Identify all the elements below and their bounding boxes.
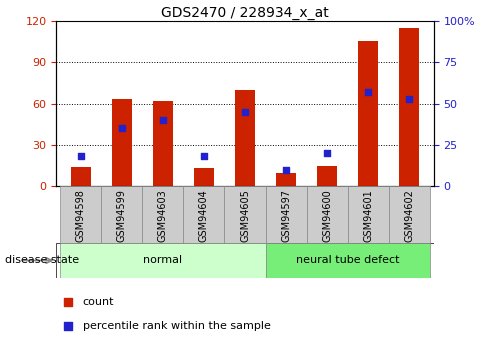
Text: normal: normal	[144, 256, 183, 265]
Text: GSM94603: GSM94603	[158, 189, 168, 242]
FancyBboxPatch shape	[347, 186, 389, 243]
Bar	[399, 28, 419, 186]
Text: disease state: disease state	[5, 256, 79, 265]
Bar	[317, 166, 337, 186]
Bar	[112, 99, 132, 186]
Text: percentile rank within the sample: percentile rank within the sample	[83, 321, 270, 331]
Point	[344, 171, 352, 176]
Point	[364, 89, 372, 95]
Point	[323, 150, 331, 156]
FancyBboxPatch shape	[307, 186, 347, 243]
FancyBboxPatch shape	[224, 186, 266, 243]
FancyBboxPatch shape	[266, 186, 307, 243]
Text: count: count	[83, 297, 114, 307]
Bar	[71, 167, 91, 186]
Bar	[194, 168, 214, 186]
Text: GSM94605: GSM94605	[240, 189, 250, 242]
Text: GSM94599: GSM94599	[117, 189, 127, 242]
Text: neural tube defect: neural tube defect	[296, 256, 399, 265]
Text: GSM94600: GSM94600	[322, 189, 332, 242]
Title: GDS2470 / 228934_x_at: GDS2470 / 228934_x_at	[161, 6, 329, 20]
Text: GSM94602: GSM94602	[404, 189, 414, 242]
FancyBboxPatch shape	[389, 186, 430, 243]
Bar	[276, 172, 296, 186]
Bar	[153, 101, 173, 186]
FancyBboxPatch shape	[60, 243, 266, 278]
Text: GSM94604: GSM94604	[199, 189, 209, 242]
Text: GSM94597: GSM94597	[281, 189, 291, 242]
Bar	[358, 41, 378, 186]
Text: GSM94601: GSM94601	[363, 189, 373, 242]
FancyBboxPatch shape	[266, 243, 430, 278]
Point	[241, 109, 249, 115]
Point	[405, 96, 413, 101]
Bar	[235, 90, 255, 186]
FancyBboxPatch shape	[101, 186, 143, 243]
Point	[159, 117, 167, 123]
Point	[282, 167, 290, 172]
Point	[77, 154, 85, 159]
FancyBboxPatch shape	[143, 186, 183, 243]
Text: GSM94598: GSM94598	[76, 189, 86, 242]
FancyBboxPatch shape	[60, 186, 101, 243]
Point	[200, 154, 208, 159]
Point	[118, 126, 126, 131]
FancyBboxPatch shape	[183, 186, 224, 243]
